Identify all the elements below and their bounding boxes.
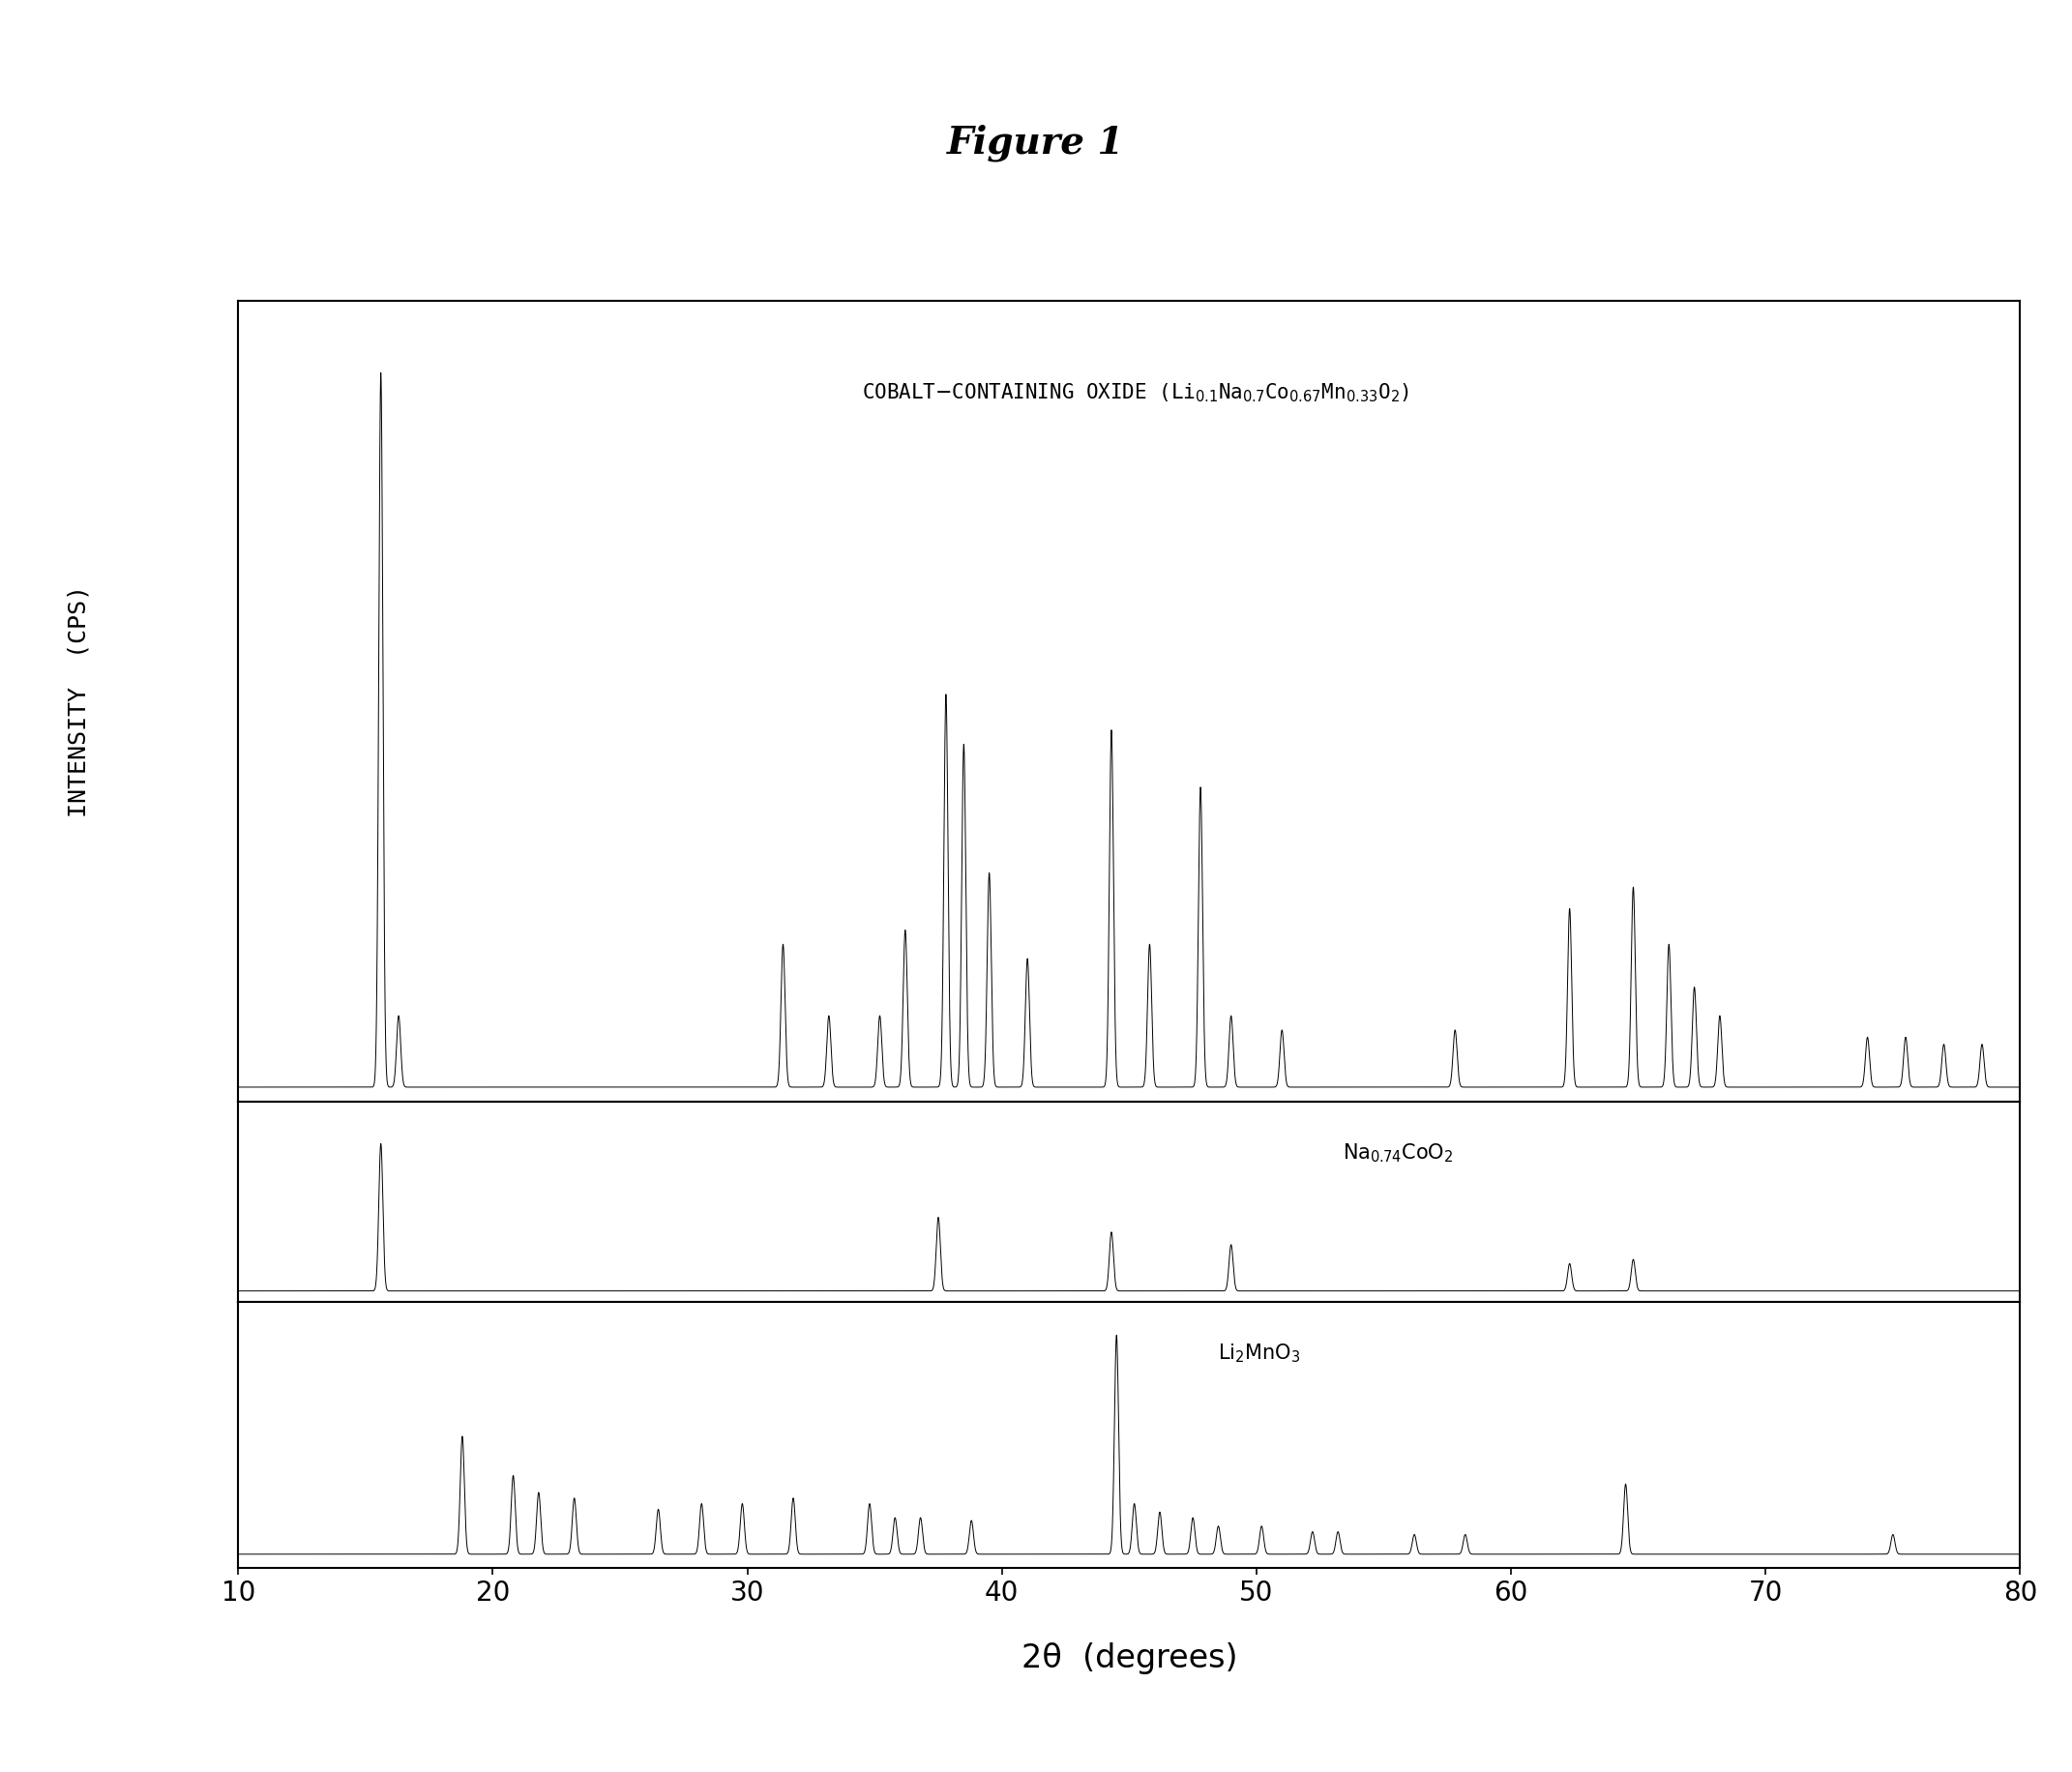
Text: Na$_{0.74}$CoO$_2$: Na$_{0.74}$CoO$_2$ (1343, 1141, 1455, 1164)
Text: Figure 1: Figure 1 (947, 124, 1125, 161)
Text: INTENSITY  (CPS): INTENSITY (CPS) (66, 585, 91, 817)
Text: COBALT$-$CONTAINING OXIDE (Li$_{0.1}$Na$_{0.7}$Co$_{0.67}$Mn$_{0.33}$O$_2$): COBALT$-$CONTAINING OXIDE (Li$_{0.1}$Na$… (862, 381, 1409, 404)
Text: 2θ  (degrees): 2θ (degrees) (1021, 1643, 1237, 1675)
Text: Li$_2$MnO$_3$: Li$_2$MnO$_3$ (1218, 1341, 1301, 1364)
